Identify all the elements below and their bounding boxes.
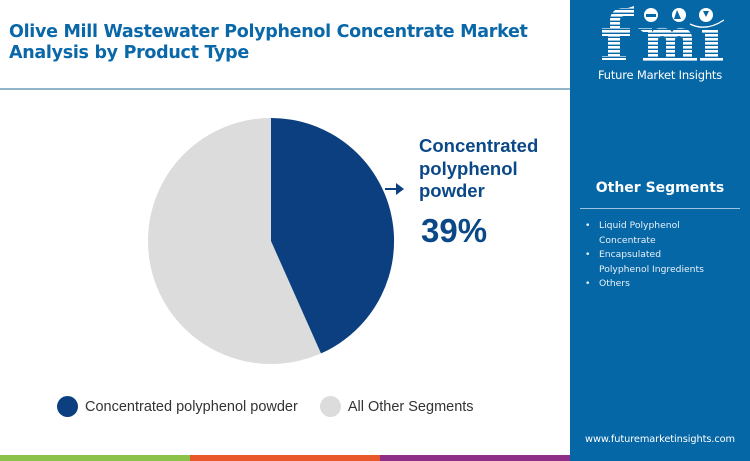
segment-item-line: Encapsulated — [599, 249, 662, 260]
arrow-right-icon — [385, 183, 404, 195]
other-segments-title: Other Segments — [595, 180, 725, 196]
segment-item: • Others — [584, 277, 750, 292]
chart-legend: Concentrated polyphenol powder All Other… — [57, 396, 474, 417]
legend-swatch-blue — [57, 396, 78, 417]
page-title: Olive Mill Wastewater Polyphenol Concent… — [9, 22, 569, 64]
segment-item-line: Liquid Polyphenol — [599, 220, 680, 231]
other-segments-divider — [580, 208, 740, 209]
bullet-icon: • — [585, 220, 591, 231]
legend-label: All Other Segments — [347, 398, 474, 415]
footer-bar-purple — [380, 455, 570, 461]
header-divider — [0, 88, 570, 90]
segment-item-line: Concentrate — [599, 234, 656, 246]
legend-item-concentrated: Concentrated polyphenol powder — [57, 396, 298, 417]
pie-slice-concentrated-powder — [271, 117, 395, 354]
side-panel: Future Market Insights Other Segments • … — [570, 0, 750, 455]
segment-item: • Encapsulated Polyphenol Ingredients — [584, 248, 750, 277]
callout-line-1: Concentrated — [419, 135, 539, 156]
footer-bar-green — [0, 455, 190, 461]
footer-bar-blue — [570, 455, 750, 461]
bullet-icon: • — [585, 249, 591, 260]
legend-label: Concentrated polyphenol powder — [85, 398, 298, 415]
title-line-2: Analysis by Product Type — [9, 43, 249, 63]
callout-percentage: 39% — [421, 212, 488, 249]
brand-name: Future Market Insights — [597, 68, 723, 82]
pie-chart — [148, 117, 395, 364]
segment-item: • Liquid Polyphenol Concentrate — [584, 219, 750, 248]
segment-item-line: Polyphenol Ingredients — [599, 263, 704, 275]
legend-swatch-gray — [319, 396, 341, 417]
callout-line-2: polyphenol — [419, 157, 518, 179]
title-line-1: Olive Mill Wastewater Polyphenol Concent… — [9, 22, 528, 42]
other-segments-list: • Liquid Polyphenol Concentrate • Encaps… — [584, 219, 750, 292]
legend-item-other: All Other Segments — [319, 396, 474, 417]
callout-line-3: powder — [419, 180, 485, 201]
segment-item-line: Others — [599, 278, 630, 289]
footer-bar-orange — [190, 455, 380, 461]
bullet-icon: • — [585, 278, 591, 289]
website-link[interactable]: www.futuremarketinsights.com — [585, 434, 735, 445]
fmi-logo-icon — [602, 6, 724, 62]
callout-label: Concentrated polyphenol powder — [419, 135, 538, 203]
